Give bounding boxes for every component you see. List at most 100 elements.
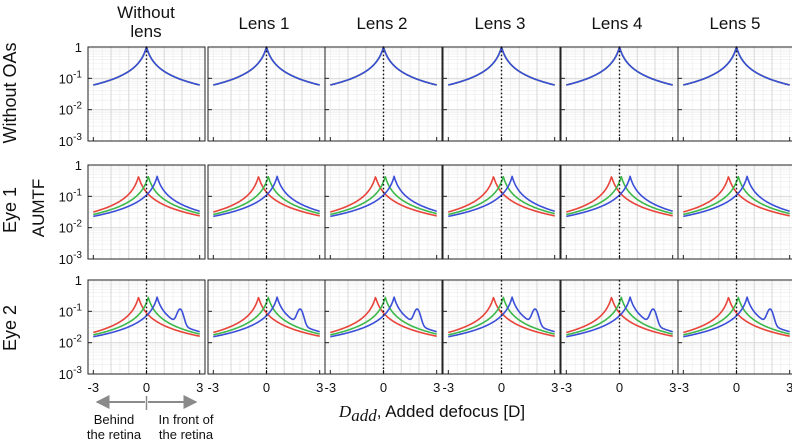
y-tick-label: 10-3 <box>59 365 83 382</box>
x-tick-label: 3 <box>196 380 203 395</box>
panels: 110-110-210-3110-110-210-3110-110-210-3-… <box>59 40 792 395</box>
annotation-right-line-1: In front of <box>159 412 214 427</box>
y-tick-label: 10-2 <box>59 101 83 118</box>
x-tick-label: -3 <box>325 380 337 395</box>
x-axis-label-symbol: D <box>338 402 352 421</box>
series-green <box>213 296 320 336</box>
panel-r0-c2 <box>324 46 443 142</box>
y-tick-label: 1 <box>75 40 82 55</box>
panel-r1-c4 <box>560 164 679 260</box>
panel-r2-c0: 110-110-210-3-3 0 3 <box>59 273 206 395</box>
series-green <box>683 296 790 336</box>
direction-annotation: Behind the retina In front of the retina <box>87 395 214 442</box>
x-tick-label: -3 <box>443 380 455 395</box>
y-tick-exponent: -1 <box>73 69 82 80</box>
panel-frame <box>677 279 792 375</box>
x-axis-label-subscript: add <box>351 406 377 425</box>
panel-r1-c5 <box>677 164 792 260</box>
x-tick-label: 0 <box>733 380 740 395</box>
panel-frame <box>677 164 792 260</box>
col-title-4: Lens 4 <box>591 14 642 33</box>
panel-r1-c3 <box>442 164 561 260</box>
panel-r1-c2 <box>324 164 443 260</box>
series-red <box>93 296 200 337</box>
series-red <box>566 296 673 337</box>
annotation-left-line-2: the retina <box>87 427 142 442</box>
series-blue <box>93 175 200 218</box>
panel-r2-c5: -3 0 3 <box>677 279 792 395</box>
x-tick-label: -3 <box>678 380 690 395</box>
y-tick-label: 1 <box>75 273 82 288</box>
col-title-0-line-1: Without <box>117 3 175 22</box>
x-tick-label: 0 <box>380 380 387 395</box>
series-green <box>448 296 555 336</box>
y-axis-label: AUMTF <box>29 179 48 238</box>
panel-r1-c1 <box>207 164 326 260</box>
x-tick-label: -3 <box>208 380 220 395</box>
x-tick-label: 0 <box>263 380 270 395</box>
panel-bg <box>678 280 792 374</box>
panel-r2-c3: -3 0 3 <box>442 279 561 395</box>
panel-r0-c4 <box>560 46 679 142</box>
panel-frame <box>677 46 792 142</box>
x-tick-label: 3 <box>786 380 792 395</box>
panel-r2-c2: -3 0 3 <box>324 279 443 395</box>
col-title-0-line-2: lens <box>130 22 161 41</box>
panel-r0-c1 <box>207 46 326 142</box>
row-title-2: Eye 2 <box>0 305 20 351</box>
panel-frame <box>442 46 561 142</box>
panel-r1-c0: 1 10-1 10-2 10-3 <box>59 158 206 267</box>
x-tick-label: 3 <box>551 380 558 395</box>
series-blue <box>683 175 790 218</box>
y-tick-exponent: -1 <box>73 187 82 198</box>
series-red <box>448 296 555 337</box>
y-tick-exponent: -3 <box>73 250 82 261</box>
x-tick-label: 0 <box>498 380 505 395</box>
panel-frame <box>87 279 206 375</box>
col-title-1: Lens 1 <box>238 14 289 33</box>
y-tick-exponent: -2 <box>73 219 82 230</box>
row-title-0: Without OAs <box>0 42 20 143</box>
panel-frame <box>324 164 443 260</box>
series-blue <box>448 175 555 218</box>
y-tick-label: 10-1 <box>59 187 83 204</box>
x-tick-label: -3 <box>88 380 100 395</box>
panel-frame <box>442 164 561 260</box>
annotation-right-line-2: the retina <box>159 427 214 442</box>
y-tick-label: 1 <box>75 158 82 173</box>
y-tick-label: 10-1 <box>59 69 83 86</box>
y-tick-label: 10-3 <box>59 132 83 149</box>
series-red <box>683 296 790 337</box>
y-tick-label: 10-2 <box>59 219 83 236</box>
panel-r2-c4: -3 0 3 <box>560 279 679 395</box>
x-tick-label: 3 <box>433 380 440 395</box>
panel-frame <box>442 279 561 375</box>
panel-frame <box>87 46 206 142</box>
col-title-3: Lens 3 <box>474 14 525 33</box>
x-axis-label-text: , Added defocus [D] <box>377 402 525 421</box>
series-blue <box>566 175 673 218</box>
row-title-1: Eye 1 <box>0 187 20 233</box>
panel-frame <box>324 279 443 375</box>
panel-r2-c1: -3 0 3 <box>207 279 326 395</box>
series-green <box>93 296 200 336</box>
series-green <box>330 296 437 336</box>
x-tick-label: 0 <box>143 380 150 395</box>
panel-frame <box>324 46 443 142</box>
series-red <box>213 296 320 337</box>
y-tick-label: 10-1 <box>59 302 83 319</box>
y-tick-exponent: -3 <box>73 365 82 376</box>
x-tick-label: 0 <box>616 380 623 395</box>
series-red <box>330 296 437 337</box>
x-tick-label: 3 <box>316 380 323 395</box>
series-blue <box>213 175 320 218</box>
annotation-left-line-1: Behind <box>94 412 134 427</box>
panel-r0-c0: 1 10-1 10-2 10-3 <box>59 40 206 149</box>
col-title-2: Lens 2 <box>356 14 407 33</box>
panel-r0-c5 <box>677 46 792 142</box>
x-tick-label: -3 <box>561 380 573 395</box>
panel-r0-c3 <box>442 46 561 142</box>
y-tick-label: 10-3 <box>59 250 83 267</box>
y-tick-exponent: -1 <box>73 302 82 313</box>
